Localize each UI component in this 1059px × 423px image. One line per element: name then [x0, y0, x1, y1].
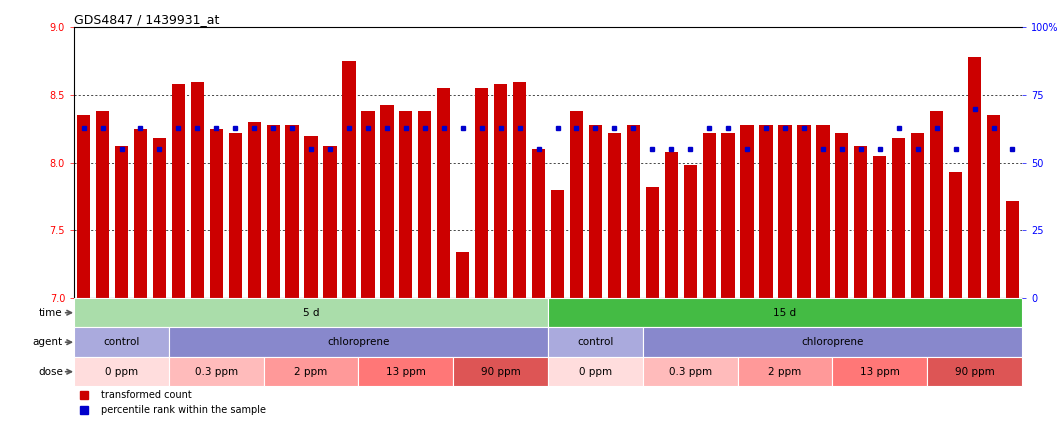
Bar: [797, 125, 810, 298]
Bar: [873, 156, 886, 298]
Bar: [683, 165, 697, 298]
Bar: [589, 125, 603, 298]
Text: control: control: [104, 337, 140, 347]
Bar: [210, 129, 223, 298]
Text: 0.3 ppm: 0.3 ppm: [668, 367, 712, 377]
Bar: [759, 125, 773, 298]
Text: transformed count: transformed count: [101, 390, 192, 400]
Bar: [323, 146, 337, 298]
Text: GDS4847 / 1439931_at: GDS4847 / 1439931_at: [74, 14, 219, 26]
Bar: [968, 57, 982, 298]
Bar: [96, 111, 109, 298]
Bar: [911, 133, 925, 298]
Text: time: time: [39, 308, 62, 318]
Text: 13 ppm: 13 ppm: [385, 367, 426, 377]
Text: 5 d: 5 d: [303, 308, 320, 318]
Bar: [229, 133, 241, 298]
Bar: [892, 138, 905, 298]
Bar: [608, 133, 621, 298]
Bar: [855, 146, 867, 298]
Text: 0.3 ppm: 0.3 ppm: [195, 367, 238, 377]
Bar: [380, 104, 394, 298]
Bar: [646, 187, 659, 298]
Bar: [930, 111, 944, 298]
Bar: [248, 122, 261, 298]
Bar: [949, 172, 963, 298]
Text: 2 ppm: 2 ppm: [294, 367, 327, 377]
Text: 2 ppm: 2 ppm: [769, 367, 802, 377]
Bar: [342, 61, 356, 298]
Bar: [399, 111, 413, 298]
Bar: [359, 357, 453, 387]
Bar: [264, 357, 359, 387]
Bar: [570, 111, 584, 298]
Bar: [643, 327, 1022, 357]
Bar: [532, 149, 545, 298]
Bar: [74, 357, 169, 387]
Bar: [721, 133, 735, 298]
Bar: [549, 298, 1022, 327]
Text: dose: dose: [38, 367, 62, 377]
Bar: [816, 125, 829, 298]
Bar: [549, 357, 643, 387]
Text: 90 ppm: 90 ppm: [481, 367, 521, 377]
Text: agent: agent: [33, 337, 62, 347]
Bar: [643, 357, 738, 387]
Bar: [74, 327, 169, 357]
Bar: [456, 252, 469, 298]
Bar: [549, 327, 643, 357]
Bar: [133, 129, 147, 298]
Bar: [453, 357, 549, 387]
Bar: [778, 125, 792, 298]
Text: 13 ppm: 13 ppm: [860, 367, 900, 377]
Bar: [740, 125, 754, 298]
Bar: [286, 125, 299, 298]
Bar: [1006, 201, 1019, 298]
Bar: [191, 82, 204, 298]
Bar: [169, 357, 264, 387]
Bar: [738, 357, 832, 387]
Text: 90 ppm: 90 ppm: [954, 367, 994, 377]
Bar: [665, 152, 678, 298]
Bar: [361, 111, 375, 298]
Bar: [513, 82, 526, 298]
Bar: [928, 357, 1022, 387]
Bar: [152, 138, 166, 298]
Bar: [267, 125, 280, 298]
Bar: [832, 357, 928, 387]
Text: chloroprene: chloroprene: [802, 337, 863, 347]
Bar: [702, 133, 716, 298]
Bar: [77, 115, 90, 298]
Bar: [169, 327, 549, 357]
Text: chloroprene: chloroprene: [327, 337, 390, 347]
Bar: [304, 136, 318, 298]
Bar: [437, 88, 450, 298]
Bar: [74, 298, 549, 327]
Text: 15 d: 15 d: [773, 308, 796, 318]
Bar: [114, 146, 128, 298]
Bar: [475, 88, 488, 298]
Bar: [627, 125, 640, 298]
Bar: [987, 115, 1000, 298]
Bar: [172, 84, 185, 298]
Bar: [418, 111, 431, 298]
Bar: [493, 84, 507, 298]
Bar: [836, 133, 848, 298]
Bar: [551, 190, 564, 298]
Text: 0 ppm: 0 ppm: [105, 367, 138, 377]
Text: control: control: [577, 337, 613, 347]
Text: 0 ppm: 0 ppm: [579, 367, 612, 377]
Text: percentile rank within the sample: percentile rank within the sample: [101, 404, 266, 415]
